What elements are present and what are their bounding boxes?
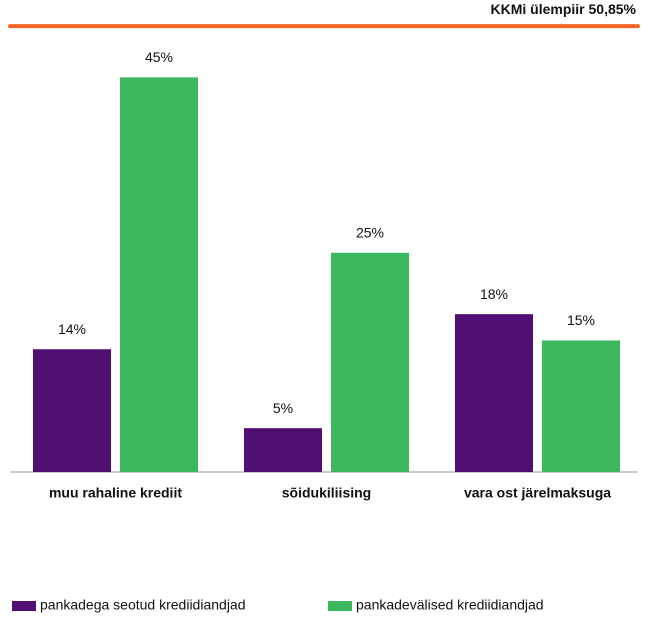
value-label: 45% [145,49,173,65]
x-tick-label: muu rahaline krediit [49,485,182,501]
legend-swatch [328,601,352,611]
reference-label: KKMi ülempiir 50,85% [491,1,637,17]
bar [455,314,533,472]
x-tick-label: vara ost järelmaksuga [464,485,611,501]
value-label: 5% [273,400,293,416]
bar [33,349,111,472]
x-tick-label: sõidukiliising [282,485,371,501]
value-label: 18% [480,286,508,302]
value-label: 15% [567,312,595,328]
value-label: 25% [356,224,384,240]
bar [120,77,198,472]
value-label: 14% [58,321,86,337]
bar [331,252,409,472]
bar [542,340,620,472]
legend-label: pankadevälised krediidiandjad [356,597,544,613]
bar [244,428,322,472]
legend-swatch [12,601,36,611]
legend-label: pankadega seotud krediidiandjad [40,597,246,613]
